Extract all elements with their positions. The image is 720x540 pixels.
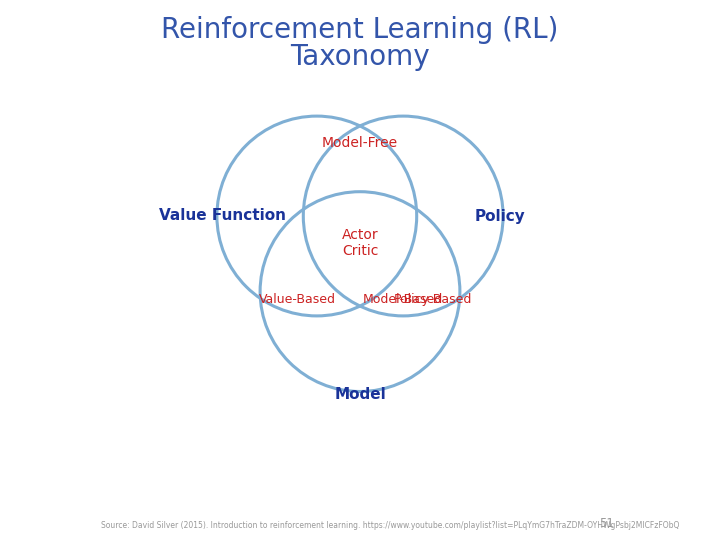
Text: 51: 51 [599, 517, 613, 530]
Text: Actor: Actor [342, 228, 378, 242]
Text: Model-Free: Model-Free [322, 136, 398, 150]
Text: Value-Based: Value-Based [259, 293, 336, 306]
Text: Reinforcement Learning (RL): Reinforcement Learning (RL) [161, 16, 559, 44]
Text: Model-Based: Model-Based [363, 293, 443, 306]
Text: Model: Model [334, 387, 386, 402]
Text: Critic: Critic [342, 244, 378, 258]
Text: Source: David Silver (2015). Introduction to reinforcement learning. https://www: Source: David Silver (2015). Introductio… [101, 521, 679, 530]
Text: Policy: Policy [475, 208, 526, 224]
Text: Value Function: Value Function [159, 208, 286, 224]
Text: Taxonomy: Taxonomy [290, 43, 430, 71]
Text: Policy-Based: Policy-Based [394, 293, 472, 306]
